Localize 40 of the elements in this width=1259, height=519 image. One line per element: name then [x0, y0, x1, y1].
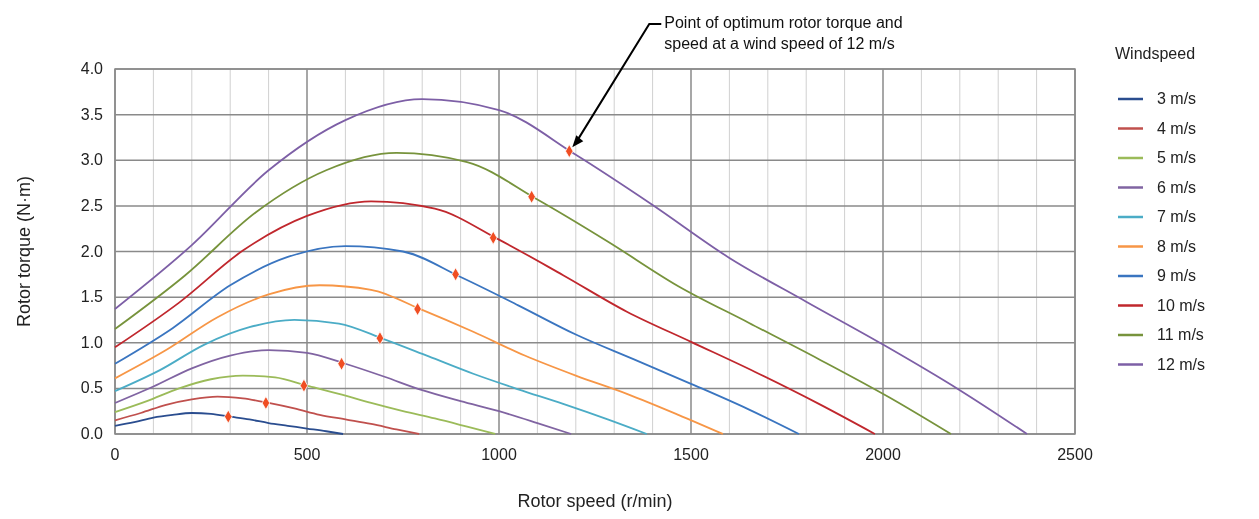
- point: [261, 396, 271, 410]
- x-tick-label: 2500: [1057, 446, 1093, 463]
- legend-label: 6 m/s: [1157, 178, 1197, 196]
- legend-label: 4 m/s: [1157, 119, 1197, 137]
- legend-label: 7 m/s: [1157, 208, 1197, 225]
- y-tick-label: 4.0: [80, 60, 104, 77]
- legend-label: 3 m/s: [1157, 90, 1197, 107]
- y-tick-label: 1.0: [80, 333, 104, 351]
- x-tick-label: 1500: [673, 446, 709, 463]
- x-tick-label: 1000: [481, 446, 517, 463]
- legend-title: Windspeed: [1115, 45, 1196, 62]
- y-tick-label: 0.5: [80, 379, 104, 397]
- legend-label: 12 m/s: [1157, 355, 1206, 373]
- line-series: [114, 412, 344, 435]
- x-tick-label: 500: [293, 446, 321, 463]
- x-tick-label: 2000: [865, 446, 901, 463]
- y-tick-label: 2.0: [80, 242, 104, 260]
- legend-label: 5 m/s: [1157, 149, 1197, 166]
- legend-label: 9 m/s: [1157, 267, 1197, 284]
- y-tick-label: 2.5: [80, 196, 104, 214]
- line-series: [114, 152, 952, 435]
- line-series: [114, 374, 497, 435]
- line-series: [114, 200, 876, 435]
- text: Point of optimum rotor torque and speed at a wind speed of 12 m/s: [664, 14, 903, 52]
- legend-label: 8 m/s: [1157, 237, 1197, 255]
- y-tick-label: 3.5: [80, 105, 104, 123]
- line-series: [114, 245, 800, 435]
- y-tick-label: 3.0: [80, 151, 104, 169]
- y-tick-label: 0.0: [80, 425, 104, 442]
- legend-label: 10 m/s: [1157, 296, 1206, 314]
- x-axis-title: Rotor speed (r/min): [517, 491, 673, 511]
- line-series: [114, 349, 573, 435]
- x-tick-label: 0: [110, 446, 120, 463]
- line-series: [114, 98, 1028, 435]
- line-series: [114, 284, 724, 435]
- line-series: [114, 395, 421, 435]
- y-axis-title: Rotor torque (N·m): [14, 175, 34, 328]
- line-series: [114, 319, 648, 435]
- y-tick-label: 1.5: [80, 288, 104, 306]
- legend-label: 11 m/s: [1157, 326, 1204, 343]
